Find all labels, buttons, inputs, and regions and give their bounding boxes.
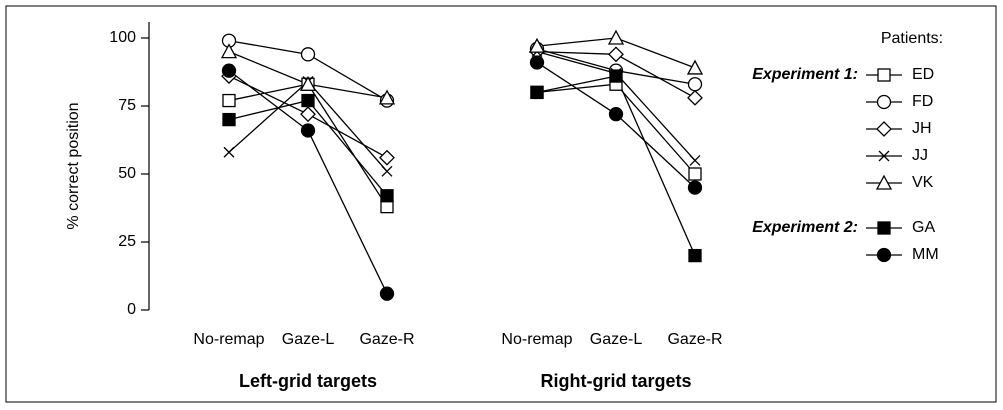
x-tick-label: No-remap bbox=[193, 331, 264, 348]
data-point bbox=[222, 112, 236, 127]
x-tick-label: Gaze-L bbox=[590, 331, 643, 348]
data-point bbox=[379, 149, 395, 166]
y-tick-label: 50 bbox=[118, 165, 136, 182]
data-point bbox=[300, 47, 316, 62]
legend-label: VK bbox=[912, 174, 934, 191]
legend-swatch bbox=[876, 94, 892, 110]
legend-swatch bbox=[875, 174, 893, 190]
legend-group-label: Experiment 2: bbox=[752, 219, 858, 236]
data-point bbox=[688, 248, 702, 263]
legend-label: ED bbox=[912, 66, 934, 83]
data-point bbox=[379, 286, 395, 301]
y-tick-label: 0 bbox=[127, 301, 136, 318]
data-point bbox=[686, 59, 704, 75]
data-point bbox=[528, 37, 546, 53]
panel-title: Right-grid targets bbox=[541, 371, 692, 391]
y-tick-label: 100 bbox=[109, 29, 136, 46]
frame bbox=[5, 5, 997, 403]
legend-label: JH bbox=[912, 120, 932, 137]
x-tick-label: Gaze-R bbox=[359, 331, 414, 348]
legend-label: GA bbox=[912, 219, 935, 236]
y-tick-label: 25 bbox=[118, 233, 136, 250]
legend-group-label: Experiment 1: bbox=[752, 66, 858, 83]
data-point bbox=[529, 55, 545, 70]
y-axis-label: % correct position bbox=[65, 102, 82, 229]
data-point bbox=[689, 154, 701, 166]
legend-swatch bbox=[876, 247, 892, 263]
x-tick-label: Gaze-L bbox=[282, 331, 335, 348]
data-point bbox=[687, 180, 703, 195]
data-point bbox=[299, 75, 317, 91]
data-point bbox=[378, 89, 396, 105]
data-point bbox=[220, 43, 238, 59]
data-point bbox=[608, 46, 624, 63]
data-point bbox=[687, 89, 703, 106]
data-point bbox=[222, 93, 236, 108]
data-point bbox=[221, 63, 237, 78]
legend-title: Patients: bbox=[881, 30, 943, 47]
legend-swatch bbox=[877, 221, 891, 235]
data-point bbox=[300, 123, 316, 138]
data-point bbox=[381, 165, 393, 177]
data-point bbox=[223, 146, 235, 158]
legend-swatch bbox=[877, 68, 891, 82]
data-point bbox=[300, 106, 316, 123]
legend-label: MM bbox=[912, 246, 939, 263]
data-point bbox=[530, 85, 544, 100]
x-tick-label: No-remap bbox=[501, 331, 572, 348]
data-point bbox=[688, 167, 702, 181]
legend-swatch bbox=[876, 121, 892, 137]
panel-title: Left-grid targets bbox=[239, 371, 377, 391]
data-point bbox=[687, 77, 703, 92]
data-point bbox=[607, 29, 625, 45]
legend-label: FD bbox=[912, 93, 933, 110]
legend-swatch bbox=[878, 150, 890, 162]
data-point bbox=[609, 69, 623, 83]
x-tick-label: Gaze-R bbox=[667, 331, 722, 348]
y-tick-label: 75 bbox=[118, 97, 136, 114]
data-point bbox=[301, 93, 315, 108]
data-point bbox=[608, 107, 624, 122]
data-point bbox=[380, 199, 394, 214]
legend-label: JJ bbox=[912, 147, 928, 164]
data-point bbox=[380, 189, 394, 203]
